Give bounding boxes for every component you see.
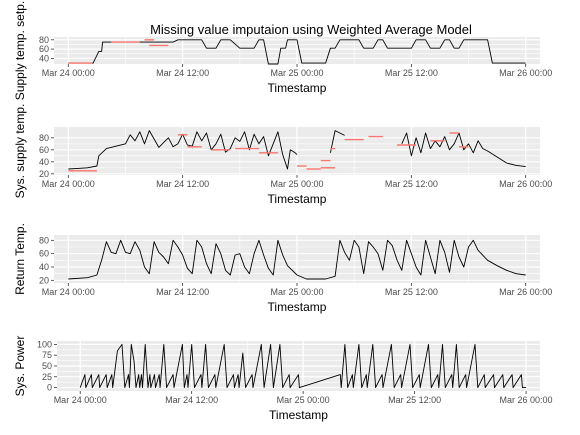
panel-return_temp: 20 40 60 80 Mar 24 00:00 Mar 24 12:00 Mar 25 0… xyxy=(13,223,552,314)
y-tick-label: 0 xyxy=(47,383,52,393)
x-axis-title: Timestamp xyxy=(268,192,327,206)
y-tick-label: 40 xyxy=(39,157,49,167)
chart-title: Missing value imputaion using Weighted A… xyxy=(150,22,472,37)
x-tick-label: Mar 24 12:00 xyxy=(165,395,218,405)
y-tick-label: 20 xyxy=(39,275,49,285)
x-tick-label: Mar 26 00:00 xyxy=(499,68,552,78)
y-tick-label: 80 xyxy=(39,235,49,245)
y-tick-label: 50 xyxy=(42,361,52,371)
y-axis-title: Sys. supply temp. xyxy=(13,104,27,199)
y-tick-label: 60 xyxy=(39,249,49,259)
x-axis-title: Timestamp xyxy=(269,408,328,422)
x-tick-label: Mar 24 12:00 xyxy=(156,179,209,189)
x-tick-label: Mar 26 00:00 xyxy=(500,395,553,405)
x-tick-label: Mar 24 12:00 xyxy=(156,287,209,297)
x-tick-label: Mar 24 00:00 xyxy=(54,395,107,405)
x-tick-label: Mar 25 00:00 xyxy=(270,179,323,189)
x-tick-label: Mar 24 00:00 xyxy=(42,287,95,297)
x-tick-label: Mar 25 12:00 xyxy=(388,395,441,405)
x-tick-label: Mar 25 00:00 xyxy=(270,68,323,78)
x-tick-label: Mar 25 12:00 xyxy=(385,287,438,297)
x-axis-title: Timestamp xyxy=(268,81,327,95)
y-axis-title: Return Temp. xyxy=(13,223,27,295)
x-tick-label: Mar 24 00:00 xyxy=(42,179,95,189)
x-tick-label: Mar 25 12:00 xyxy=(385,68,438,78)
y-tick-label: 40 xyxy=(39,262,49,272)
y-tick-label: 80 xyxy=(39,35,49,45)
y-tick-label: 25 xyxy=(42,372,52,382)
y-tick-label: 75 xyxy=(42,350,52,360)
x-tick-label: Mar 25 00:00 xyxy=(277,395,330,405)
x-axis-title: Timestamp xyxy=(268,300,327,314)
x-tick-label: Mar 25 12:00 xyxy=(385,179,438,189)
y-tick-label: 100 xyxy=(37,339,52,349)
y-tick-label: 60 xyxy=(39,145,49,155)
y-tick-label: 80 xyxy=(39,133,49,143)
y-tick-label: 60 xyxy=(39,44,49,54)
x-tick-label: Mar 26 00:00 xyxy=(499,287,552,297)
y-tick-label: 40 xyxy=(39,53,49,63)
x-tick-label: Mar 24 00:00 xyxy=(42,68,95,78)
x-tick-label: Mar 26 00:00 xyxy=(499,179,552,189)
y-axis-title: Supply temp. setp. xyxy=(13,1,27,100)
panel-sys_supply_temp: 20 40 60 80 Mar 24 00:00 Mar 24 12:00 Mar 25 0… xyxy=(13,104,552,206)
y-tick-label: 20 xyxy=(39,169,49,179)
x-tick-label: Mar 25 00:00 xyxy=(270,287,323,297)
x-tick-label: Mar 24 12:00 xyxy=(156,68,209,78)
y-axis-title: Sys. Power xyxy=(13,336,27,397)
